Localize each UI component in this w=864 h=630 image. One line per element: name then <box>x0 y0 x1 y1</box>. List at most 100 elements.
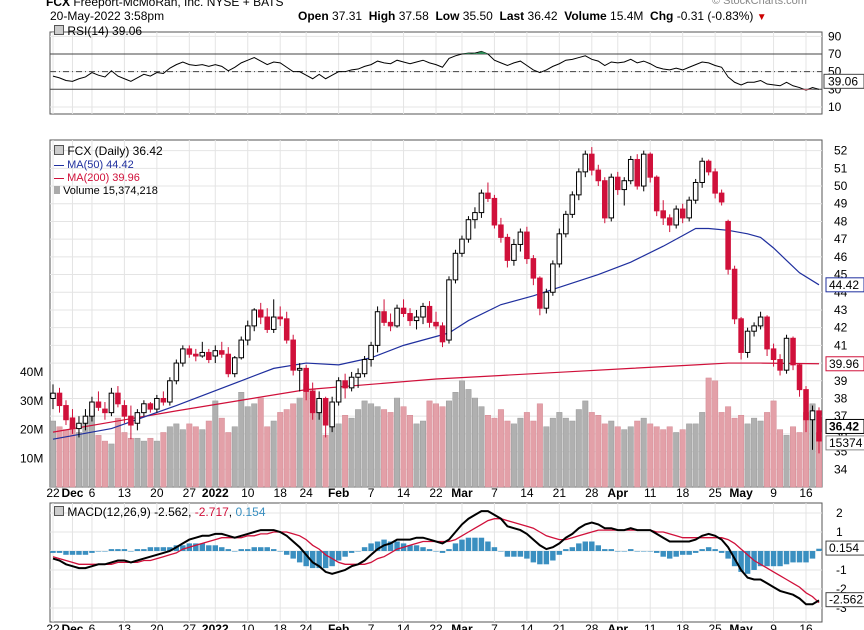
macd-histogram-bar <box>777 551 783 567</box>
candle-body <box>141 403 147 414</box>
header-datetime: 20-May-2022 3:58pm <box>50 9 165 23</box>
candle-body <box>102 408 108 414</box>
price-tick-label: 34 <box>834 462 848 476</box>
macd-histogram-bar <box>303 551 309 567</box>
candle-body <box>796 364 803 391</box>
candle-body <box>537 277 543 309</box>
macd-histogram-bar <box>264 547 270 551</box>
volume-tick-label: 30M <box>20 394 43 408</box>
macd-line <box>52 510 820 606</box>
candle-body <box>180 348 186 364</box>
volume-bar <box>777 429 784 488</box>
volume-bar <box>225 432 232 488</box>
ma200-legend: MA(200) 39.96 <box>54 172 140 185</box>
macd-hist-tag-text: 0.154 <box>829 541 859 555</box>
macd-histogram-bar <box>530 551 537 563</box>
x-tick-label: 11 <box>644 486 657 500</box>
volume-bar <box>205 420 212 488</box>
x-tick-label: 27 <box>183 486 197 500</box>
candle-body <box>712 171 718 194</box>
volume-bar <box>121 432 128 488</box>
volume-bar <box>335 423 342 488</box>
candle-body <box>167 380 173 403</box>
macd-histogram-bar <box>608 549 614 551</box>
price-tick-label: 39 <box>834 374 848 388</box>
macd-value-tag <box>825 592 864 608</box>
macd-histogram-bar <box>63 551 69 555</box>
volume-bar <box>394 397 401 488</box>
candle-body <box>186 348 193 355</box>
volume-bar <box>608 420 615 488</box>
macd-value-tag-text: -2.562 <box>829 593 863 607</box>
candle-body <box>686 199 692 219</box>
candle-body <box>426 305 433 323</box>
candle-body <box>251 309 258 327</box>
x-tick-label-bottom: 22 <box>46 622 60 630</box>
x-tick-label-bottom: 20 <box>150 622 164 630</box>
volume-bar <box>140 440 147 488</box>
x-tick-label-bottom: 13 <box>118 622 132 630</box>
candle-body <box>582 153 589 173</box>
macd-histogram-bar <box>433 551 439 552</box>
low-value: 35.50 <box>462 9 493 23</box>
volume-bar <box>543 426 550 488</box>
candle-body <box>244 325 251 341</box>
candle-body <box>679 208 686 219</box>
candle-body <box>355 373 361 378</box>
volume-bar <box>244 406 251 488</box>
x-tick-label: 28 <box>585 486 599 500</box>
rsi-value-tag-text: 39.06 <box>828 74 858 88</box>
macd-tick-label: 2 <box>836 506 843 520</box>
volume-bar <box>790 426 797 488</box>
price-tick-label: 41 <box>834 338 848 352</box>
candle-body <box>342 380 348 389</box>
x-tick-label-bottom: 16 <box>799 622 813 630</box>
price-tick-label: 47 <box>834 232 848 246</box>
volume-bar <box>355 409 362 488</box>
volume-bar <box>270 420 277 488</box>
candle-body <box>485 192 491 199</box>
x-tick-label: 25 <box>708 486 722 500</box>
candle-body <box>264 316 270 330</box>
volume-bar <box>134 437 141 488</box>
volume-bar <box>400 406 407 488</box>
candle-body <box>400 307 407 315</box>
volume-tag <box>825 435 864 451</box>
macd-histogram-bar <box>673 551 679 557</box>
macd-histogram-bar <box>770 551 777 567</box>
price-tick-label: 46 <box>834 250 848 264</box>
candle-body <box>368 344 374 361</box>
macd-histogram-bar <box>796 551 803 563</box>
x-tick-label: Dec <box>61 486 83 500</box>
macd-histogram-bar <box>206 545 212 551</box>
candle-body <box>361 359 368 375</box>
volume-bar <box>420 420 426 488</box>
candle-body <box>731 268 738 320</box>
candle-body <box>154 397 160 410</box>
x-tick-label-bottom: 21 <box>553 622 567 630</box>
price-tick-label: 42 <box>834 321 848 335</box>
macd-histogram-bar <box>692 551 699 553</box>
volume-bar <box>471 397 478 488</box>
candle-body <box>115 392 121 405</box>
candle-body <box>595 169 602 182</box>
candle-body <box>206 351 212 361</box>
candle-body <box>576 171 582 196</box>
candle-body <box>569 194 576 215</box>
macd-histogram-bar <box>180 545 186 551</box>
macd-histogram-bar <box>413 545 420 551</box>
volume-bar <box>640 417 647 488</box>
macd-histogram-bar <box>309 551 316 569</box>
volume-bar <box>192 426 199 488</box>
volume-bar <box>510 423 517 488</box>
volume-bar <box>95 435 102 488</box>
volume-bar <box>277 412 284 488</box>
candle-body <box>757 316 764 327</box>
candle-body <box>472 212 478 221</box>
macd-histogram-bar <box>465 537 472 551</box>
candle-body <box>563 213 569 235</box>
candle-body <box>614 176 621 191</box>
x-tick-label: 20 <box>150 486 164 500</box>
ma50-tag <box>825 277 864 293</box>
